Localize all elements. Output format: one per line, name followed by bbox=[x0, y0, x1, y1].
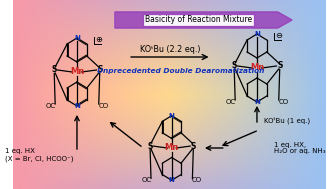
Polygon shape bbox=[115, 12, 292, 28]
Text: OC: OC bbox=[225, 99, 236, 105]
Text: Mn: Mn bbox=[250, 64, 264, 73]
Text: KOᵗBu (2.2 eq.): KOᵗBu (2.2 eq.) bbox=[140, 46, 200, 54]
Text: N: N bbox=[74, 103, 80, 109]
Text: ⊕: ⊕ bbox=[95, 36, 102, 44]
FancyArrowPatch shape bbox=[223, 131, 256, 146]
Text: S: S bbox=[277, 61, 282, 70]
Text: S: S bbox=[51, 66, 57, 74]
FancyArrowPatch shape bbox=[75, 116, 79, 149]
Text: N: N bbox=[74, 35, 80, 41]
FancyArrowPatch shape bbox=[255, 107, 259, 122]
Text: OC: OC bbox=[142, 177, 151, 183]
Text: N: N bbox=[169, 113, 175, 119]
Text: N: N bbox=[254, 99, 260, 105]
Text: CO: CO bbox=[98, 103, 109, 109]
Text: ⊖: ⊖ bbox=[275, 32, 282, 40]
Text: 1 eq. HX,
H₂O or aq. NH₃: 1 eq. HX, H₂O or aq. NH₃ bbox=[274, 142, 325, 154]
Text: OC: OC bbox=[46, 103, 55, 109]
Text: 1 eq. HX
(X = Br, Cl, HCOO⁻): 1 eq. HX (X = Br, Cl, HCOO⁻) bbox=[5, 148, 73, 162]
FancyArrowPatch shape bbox=[206, 146, 223, 150]
Text: Mn: Mn bbox=[70, 67, 84, 77]
Text: S: S bbox=[191, 142, 196, 151]
Text: S: S bbox=[232, 61, 237, 70]
FancyArrowPatch shape bbox=[131, 54, 207, 60]
Text: CO: CO bbox=[279, 99, 288, 105]
Text: N: N bbox=[254, 31, 260, 37]
FancyArrowPatch shape bbox=[111, 123, 141, 146]
Text: Basicity of Reaction Mixture: Basicity of Reaction Mixture bbox=[145, 15, 252, 25]
Text: S: S bbox=[148, 142, 153, 151]
Text: Unprecedented Double Dearomatization: Unprecedented Double Dearomatization bbox=[97, 68, 265, 74]
Text: CO: CO bbox=[192, 177, 202, 183]
Text: N: N bbox=[169, 177, 175, 183]
Text: Mn: Mn bbox=[165, 143, 179, 153]
Text: S: S bbox=[97, 66, 102, 74]
Text: KOᵗBu (1 eq.): KOᵗBu (1 eq.) bbox=[264, 116, 310, 124]
